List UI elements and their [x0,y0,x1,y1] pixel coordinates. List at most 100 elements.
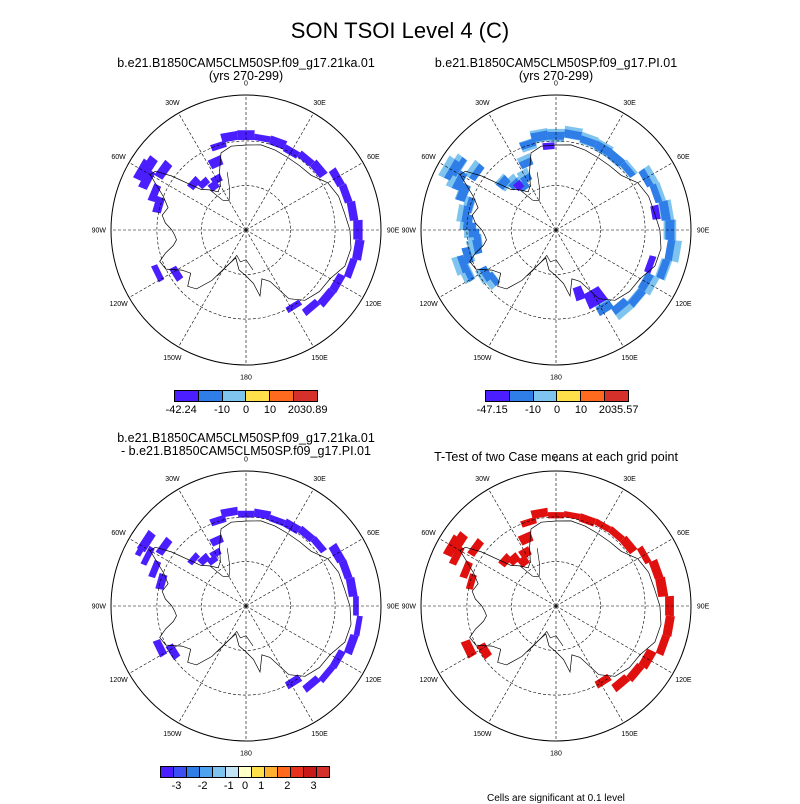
panel3-data-cell [344,634,359,656]
panel4-longitude-label: 150W [473,731,492,738]
panel3-colorbar-label: -3 [171,780,182,792]
panel1-data-cell [210,140,227,152]
panel1-meridian [128,162,247,231]
panel3-data-cell [209,514,227,527]
panel2-longitude-label: 120E [675,301,692,308]
panel1-data-cell [344,258,358,279]
panel4-data-cell [626,662,645,683]
panel1-data-cell [197,176,211,190]
panel2-data-cell [579,135,598,148]
panel4-longitude-label: 120E [675,677,692,684]
panel3-data-cell [136,529,156,553]
panel3-meridian [178,488,247,607]
panel3-colorbar-swatch [213,767,226,777]
panel2-meridian [488,229,557,348]
panel3-coastline [149,520,352,677]
panel2-polar-map: 0 30E 60E 90E 120E 150E 180 150W 120W 90W 60W 30W [402,80,710,381]
panel2-data-cell [620,161,636,178]
panel1-meridian [245,162,364,231]
panel3-data-cell [220,506,238,518]
panel4-longitude-label: 60W [421,530,436,537]
panel2-data-cell [665,219,675,241]
panel4-data-cell [655,634,671,656]
panel1-colorbar-swatch [175,391,199,401]
panel3-colorbar-swatch [161,767,174,777]
panel3-title: b.e21.B1850CAM5CLM50SP.f09_g17.21ka.01 -… [76,432,416,458]
panel1-colorbar-label: -10 [214,404,230,416]
panel2-meridian [555,112,624,231]
panel2-data-cell [512,179,525,192]
panel3-colorbar-swatch [200,767,213,777]
panel1-meridian [245,229,314,348]
panel3-meridian [245,488,314,607]
panel2-data-cell [637,272,654,292]
panel1-data-cell [169,265,184,282]
panel2-colorbar-label: 20 [598,404,612,416]
panel2-colorbar-boxes [485,390,629,402]
panel2-data-cell [583,286,608,310]
panel3-longitude-label: 90W [92,604,107,611]
panel3-data-cell [197,552,211,566]
panel1-colorbar-swatch [270,391,295,401]
panel1-latitude-circle [156,140,336,320]
panel3-data-cell [310,536,327,554]
panel3-colorbar-swatch [187,767,200,777]
panel3-data-cell [284,674,303,690]
panel4-data-cell [476,642,492,660]
panel3-data-cell [297,525,316,543]
panel3-data-cell [165,643,181,661]
panel4-data-cell [665,595,674,617]
panel1-title-line2: (yrs 270-299) [208,69,284,83]
panel3-colorbar-swatch [304,767,317,777]
panel3-longitude-label: 60E [367,530,380,537]
panel3-longitude-label: 30W [165,476,180,483]
panel1-data-cell [152,195,165,214]
panel1-title-line1: b.e21.B1850CAM5CLM50SP.f09_g17.21ka.01 [117,56,375,70]
panel2-data-cell [464,196,476,214]
panel4-map-border [420,470,692,742]
panel4-data-cell [448,531,468,554]
panel1-colorbar-swatch [246,391,271,401]
panel3-longitude-label: 60W [111,530,126,537]
panel4-meridian [488,605,557,724]
panel2-data-cell [542,142,555,150]
panel1-data-cell [237,130,255,140]
panel3-data-cell [155,572,168,590]
panel2-ice-shelf-line [519,172,541,202]
panel4-data-cell [498,553,513,568]
panel3-colorbar-label: 0 [241,780,249,792]
panel2-colorbar-label: 35.57 [610,404,639,416]
panel2-coastline [459,144,662,301]
panel2-data-cell [530,130,549,143]
panel2-data-cell [656,258,671,281]
panel3-data-cell [338,559,353,580]
panel4-longitude-label: 30E [623,476,636,483]
panel4-data-cell [619,535,638,555]
panel3-colorbar-label: -1 [223,780,234,792]
panel1-data-cell [338,183,353,204]
panel3-data-cell [152,639,168,658]
panel1-longitude-label: 180 [240,375,252,382]
panel3-colorbar-swatch [291,767,304,777]
panel1-data-cell [147,183,162,203]
panel2-colorbar-swatch [533,391,558,401]
panel1-colorbar-label: 0 [242,404,250,416]
panel1-ice-shelf-line [209,172,231,202]
panel2-latitude-circle [511,185,601,275]
panel2-data-cell [495,174,511,190]
panel2-data-cell [594,140,613,157]
panel3-colorbar-swatch [278,767,291,777]
panel3-meridian [245,605,364,674]
panel1-longitude-label: 60W [111,154,126,161]
panel1-data-cell [220,130,239,143]
panel1-data-cell [297,150,315,167]
panel1-data-cell [269,135,288,150]
panel4-data-cell [516,554,530,568]
panel4-data-cell [648,558,664,580]
panel2-colorbar-label: 0 [553,404,561,416]
panel1-colorbar-swatch [294,391,317,401]
panel2-data-cell [519,173,533,184]
panel2-longitude-label: 90E [697,228,710,235]
panel3-colorbar-swatch [174,767,187,777]
panel3-data-cell [148,559,162,579]
